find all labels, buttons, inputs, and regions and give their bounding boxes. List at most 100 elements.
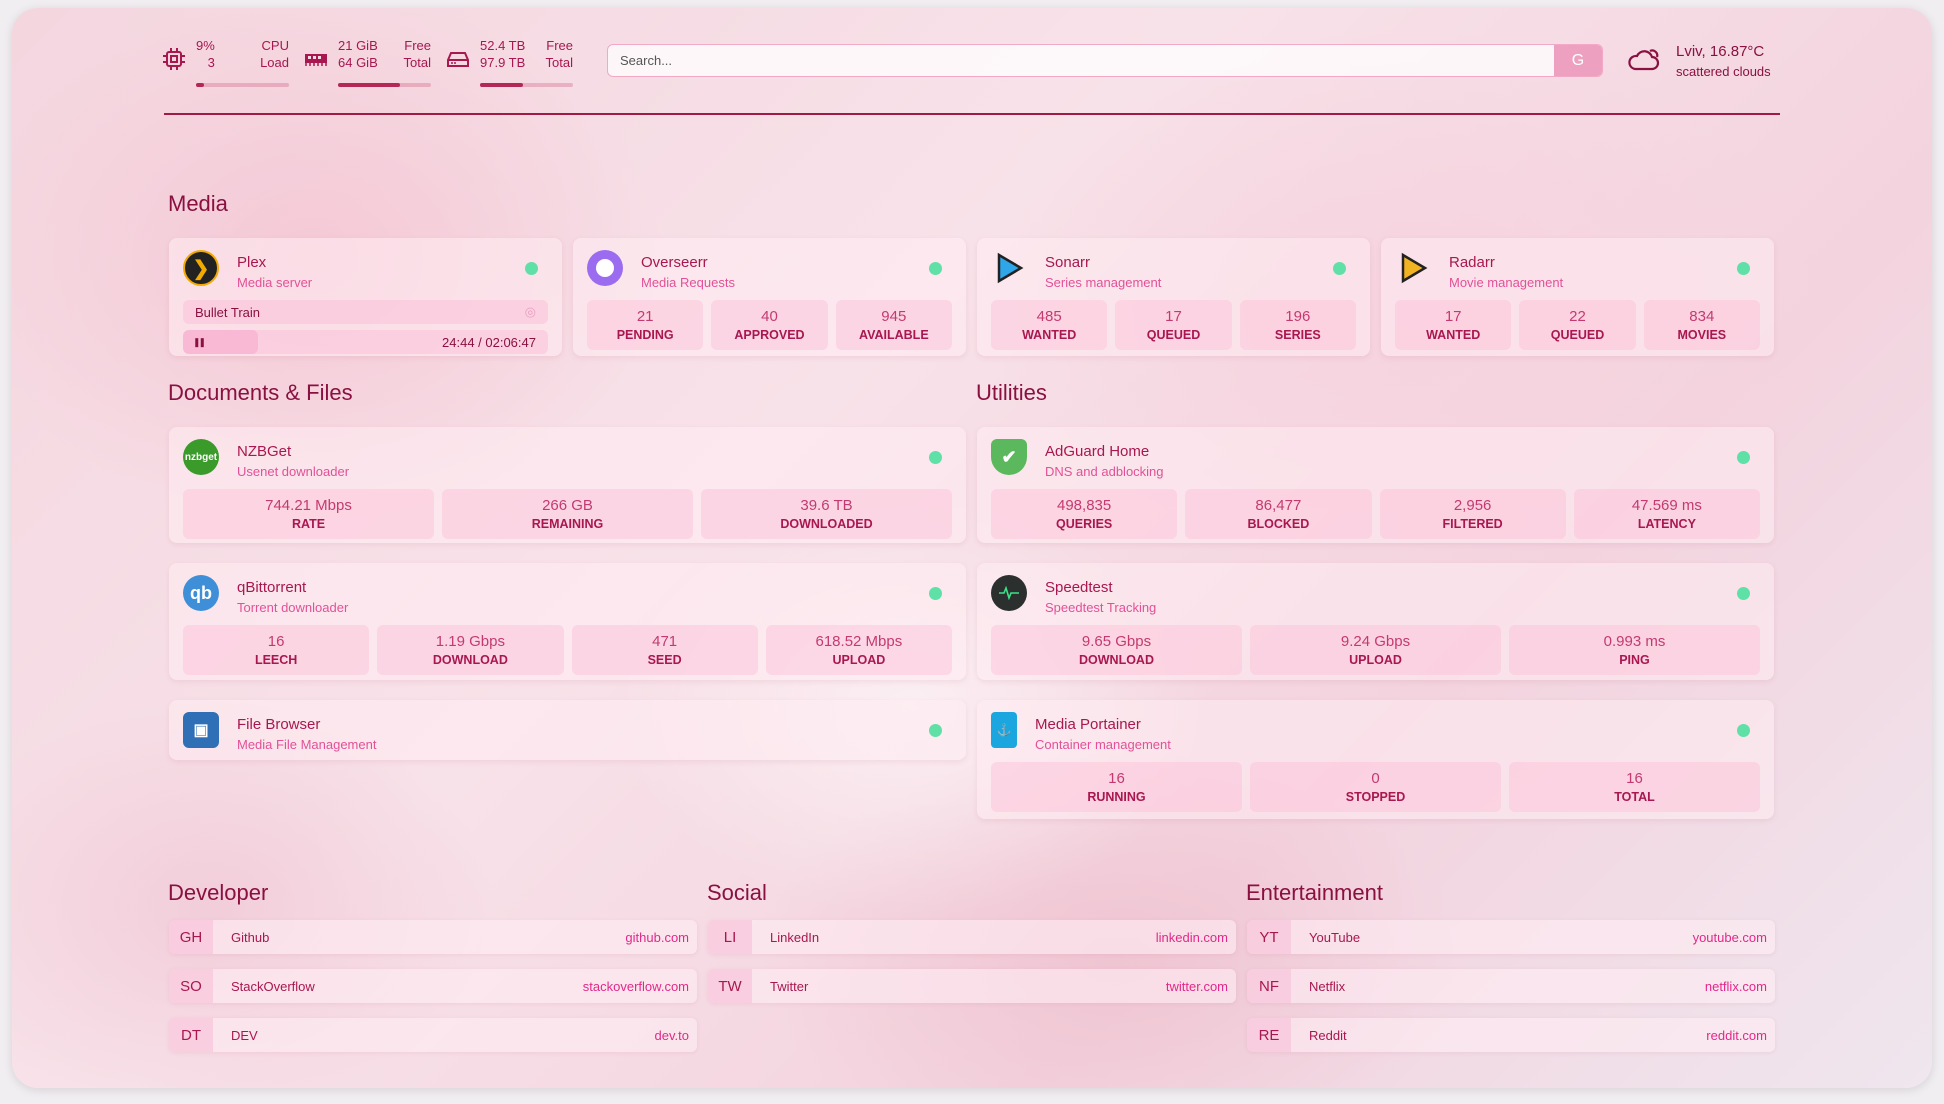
- stat-stopped: 0 STOPPED: [1250, 762, 1501, 812]
- stats-row: 498,835 QUERIES 86,477 BLOCKED 2,956 FILTERED…: [991, 489, 1760, 539]
- utilities-group: ✔ AdGuard Home DNS and adblocking 498,835 QU…: [977, 427, 1774, 819]
- stat-available: 945 AVAILABLE: [835, 300, 952, 350]
- stat-value: 16: [1626, 770, 1643, 787]
- filebrowser-text: File Browser Media File Management: [237, 712, 376, 752]
- service-card-plex[interactable]: ❯ Plex Media server Bullet Train ◎ ❚❚ 24:44 / …: [169, 238, 562, 356]
- bookmark-youtube[interactable]: YT YouTube youtube.com: [1247, 920, 1775, 954]
- service-card-qbittorrent[interactable]: qb qBittorrent Torrent downloader 16 LEECH 1.…: [169, 563, 966, 680]
- stat-value: 471: [652, 633, 678, 650]
- stat-label: DOWNLOAD: [1079, 653, 1154, 667]
- speedtest-text: Speedtest Speedtest Tracking: [1045, 575, 1156, 615]
- bookmark-dev[interactable]: DT DEV dev.to: [169, 1018, 697, 1052]
- service-card-overseerr[interactable]: Overseerr Media Requests 21 PENDING 40 APPROV…: [573, 238, 966, 356]
- service-card-portainer[interactable]: ⚓ Media Portainer Container management 16 RU…: [977, 700, 1774, 819]
- bookmark-abbr: TW: [708, 969, 752, 1003]
- bookmark-url: netflix.com: [1704, 978, 1767, 994]
- weather-widget[interactable]: Lviv, 16.87°C scattered clouds: [1626, 43, 1771, 79]
- docs-group: nzbget NZBGet Usenet downloader 744.21 Mbps…: [169, 427, 966, 760]
- stat-seed: 471 SEED: [571, 625, 758, 675]
- search-input[interactable]: [608, 45, 1554, 76]
- status-indicator: [929, 451, 942, 464]
- stat-upload: 9.24 Gbps UPLOAD: [1250, 625, 1501, 675]
- qbittorrent-icon: qb: [183, 575, 219, 611]
- stat-leech: 16 LEECH: [183, 625, 370, 675]
- service-card-adguard[interactable]: ✔ AdGuard Home DNS and adblocking 498,835 QU…: [977, 427, 1774, 543]
- stat-movies: 834 MOVIES: [1643, 300, 1760, 350]
- bookmark-url: dev.to: [654, 1027, 689, 1043]
- card-title: Sonarr: [1045, 254, 1091, 271]
- bookmark-abbr: YT: [1247, 920, 1291, 954]
- card-header: nzbget NZBGet Usenet downloader: [183, 439, 952, 487]
- card-subtitle: Media Requests: [641, 275, 735, 290]
- stat-blocked: 86,477 BLOCKED: [1185, 489, 1372, 539]
- cpu-load: 3: [207, 55, 215, 70]
- bookmark-url: stackoverflow.com: [582, 978, 689, 994]
- bookmark-url: github.com: [625, 929, 689, 945]
- service-card-sonarr[interactable]: Sonarr Series management 485 WANTED 17 QUEUED…: [977, 238, 1370, 356]
- search-provider-button[interactable]: G: [1554, 45, 1602, 76]
- dashboard: 9% 3 CPU Load 21 GiB 64 GiB Free Total 52.4 TB…: [12, 8, 1932, 1088]
- card-subtitle: Torrent downloader: [237, 600, 349, 615]
- bookmark-github[interactable]: GH Github github.com: [169, 920, 697, 954]
- bookmark-group-social: LI LinkedIn linkedin.com TW Twitter twitter.c…: [708, 920, 1236, 1003]
- nzbget-text: NZBGet Usenet downloader: [237, 439, 349, 479]
- stat-value: 9.65 Gbps: [1081, 633, 1152, 650]
- bookmark-name: Reddit: [1309, 1027, 1347, 1043]
- service-card-filebrowser[interactable]: ▣ File Browser Media File Management: [169, 700, 966, 760]
- memory-bar: [338, 83, 431, 87]
- bookmark-stackoverflow[interactable]: SO StackOverflow stackoverflow.com: [169, 969, 697, 1003]
- pause-button[interactable]: ❚❚: [183, 330, 258, 354]
- total-label: Total: [403, 55, 431, 70]
- stat-label: WANTED: [1022, 328, 1077, 342]
- stat-label: TOTAL: [1614, 790, 1655, 804]
- bookmark-abbr: NF: [1247, 969, 1291, 1003]
- status-indicator: [929, 724, 942, 737]
- stat-latency: 47.569 ms LATENCY: [1573, 489, 1760, 539]
- stat-wanted: 17 WANTED: [1395, 300, 1512, 350]
- bookmark-netflix[interactable]: NF Netflix netflix.com: [1247, 969, 1775, 1003]
- service-card-nzbget[interactable]: nzbget NZBGet Usenet downloader 744.21 Mbps…: [169, 427, 966, 543]
- bookmark-abbr: GH: [169, 920, 213, 954]
- stat-label: RUNNING: [1087, 790, 1146, 804]
- stat-value: 498,835: [1057, 497, 1112, 514]
- bookmark-heading-developer: Developer: [168, 880, 269, 905]
- cpu-widget: 9% 3 CPU Load: [162, 37, 297, 89]
- bookmark-twitter[interactable]: TW Twitter twitter.com: [708, 969, 1236, 1003]
- bookmark-name: YouTube: [1309, 929, 1361, 945]
- mem-free: 21 GiB: [338, 38, 378, 53]
- card-title: qBittorrent: [237, 579, 307, 596]
- overseerr-icon: [587, 250, 623, 286]
- bookmark-heading-entertainment: Entertainment: [1246, 880, 1383, 905]
- stat-label: SEED: [647, 653, 682, 667]
- service-card-speedtest[interactable]: Speedtest Speedtest Tracking 9.65 Gbps DOWN…: [977, 563, 1774, 680]
- mem-total: 64 GiB: [338, 55, 378, 70]
- portainer-icon: ⚓: [991, 712, 1017, 748]
- service-card-radarr[interactable]: Radarr Movie management 17 WANTED 22 QUEUED 83…: [1381, 238, 1774, 356]
- card-subtitle: Usenet downloader: [237, 464, 350, 479]
- free-label: Free: [404, 38, 431, 53]
- card-title: Radarr: [1449, 254, 1495, 271]
- card-title: Speedtest: [1045, 579, 1113, 596]
- stat-download: 9.65 Gbps DOWNLOAD: [991, 625, 1242, 675]
- bookmark-name: Twitter: [770, 978, 809, 994]
- status-indicator: [1737, 262, 1750, 275]
- qbittorrent-text: qBittorrent Torrent downloader: [237, 575, 348, 615]
- stat-value: 834: [1689, 308, 1715, 325]
- bookmark-abbr: LI: [708, 920, 752, 954]
- overseerr-text: Overseerr Media Requests: [641, 250, 735, 290]
- stat-value: 744.21 Mbps: [265, 497, 352, 514]
- bookmark-abbr: RE: [1247, 1018, 1291, 1052]
- status-indicator: [929, 262, 942, 275]
- card-title: File Browser: [237, 716, 321, 733]
- cpu-icon: [163, 48, 185, 70]
- status-indicator: [1737, 724, 1750, 737]
- stat-series: 196 SERIES: [1239, 300, 1356, 350]
- card-header: Radarr Movie management: [1395, 250, 1760, 298]
- bookmark-url: youtube.com: [1692, 929, 1767, 945]
- stat-label: DOWNLOAD: [432, 653, 508, 667]
- bookmark-reddit[interactable]: RE Reddit reddit.com: [1247, 1018, 1775, 1052]
- card-header: ❯ Plex Media server: [183, 250, 548, 298]
- stat-label: LEECH: [254, 653, 298, 667]
- bookmark-linkedin[interactable]: LI LinkedIn linkedin.com: [708, 920, 1236, 954]
- playback-time: 24:44 / 02:06:47: [442, 334, 536, 350]
